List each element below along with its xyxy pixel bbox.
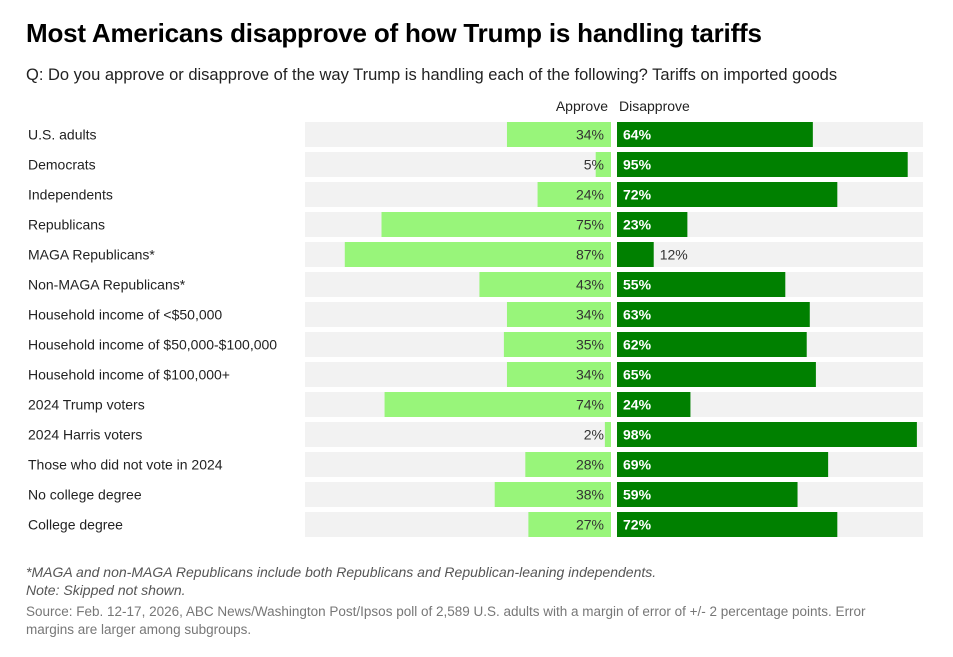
- row-label: Household income of $50,000-$100,000: [28, 337, 277, 353]
- disapprove-bar: [617, 242, 654, 267]
- row-label: MAGA Republicans*: [28, 247, 155, 263]
- disapprove-bar: [617, 152, 908, 177]
- disapprove-value-label: 24%: [623, 397, 652, 413]
- disapprove-bar: [617, 422, 917, 447]
- disapprove-value-label: 63%: [623, 307, 652, 323]
- approve-bar: [503, 332, 611, 357]
- disapprove-value-label: 59%: [623, 487, 652, 503]
- row-label: Independents: [28, 187, 113, 203]
- disapprove-value-label: 98%: [623, 427, 652, 443]
- disapprove-value-label: 69%: [623, 457, 652, 473]
- approve-value-label: 28%: [576, 457, 604, 473]
- approve-value-label: 38%: [576, 487, 604, 503]
- disapprove-bar: [617, 302, 810, 327]
- row-label: Those who did not vote in 2024: [28, 457, 223, 473]
- disapprove-bar: [617, 392, 691, 417]
- approve-value-label: 43%: [576, 277, 604, 293]
- approve-value-label: 34%: [576, 127, 604, 143]
- disapprove-value-label: 23%: [623, 217, 652, 233]
- row-label: Household income of <$50,000: [28, 307, 222, 323]
- disapprove-bar: [617, 212, 688, 237]
- row-label: Non-MAGA Republicans*: [28, 277, 186, 293]
- disapprove-bar: [617, 512, 838, 537]
- approve-value-label: 87%: [576, 247, 604, 263]
- disapprove-bar: [617, 122, 813, 147]
- disapprove-bar: [617, 362, 816, 387]
- approve-bar: [381, 212, 611, 237]
- row-label: Household income of $100,000+: [28, 367, 230, 383]
- approve-bar: [344, 242, 611, 267]
- approve-bar: [537, 182, 611, 207]
- row-label: 2024 Harris voters: [28, 427, 142, 443]
- disapprove-value-label: 55%: [623, 277, 652, 293]
- disapprove-bar: [617, 482, 798, 507]
- approve-bar: [494, 482, 611, 507]
- row-label: 2024 Trump voters: [28, 397, 145, 413]
- approve-bar: [595, 152, 611, 177]
- approve-bar: [479, 272, 611, 297]
- approve-bar: [525, 452, 611, 477]
- approve-track: [305, 152, 611, 177]
- chart-title: Most Americans disapprove of how Trump i…: [26, 18, 762, 48]
- approve-bar: [506, 362, 611, 387]
- approve-bar: [384, 392, 611, 417]
- approve-value-label: 75%: [576, 217, 604, 233]
- approve-track: [305, 422, 611, 447]
- disapprove-bar: [617, 182, 838, 207]
- approve-bar: [604, 422, 611, 447]
- row-label: College degree: [28, 517, 123, 533]
- row-label: Democrats: [28, 157, 96, 173]
- approve-value-label: 34%: [576, 307, 604, 323]
- disapprove-value-label: 95%: [623, 157, 652, 173]
- chart-subtitle: Q: Do you approve or disapprove of the w…: [26, 66, 838, 84]
- approve-value-label: 27%: [576, 517, 604, 533]
- row-label: U.S. adults: [28, 127, 96, 143]
- source-note: Source: Feb. 12-17, 2026, ABC News/Washi…: [26, 604, 866, 637]
- disapprove-track: [617, 242, 923, 267]
- approve-value-label: 24%: [576, 187, 604, 203]
- disapprove-bar: [617, 452, 829, 477]
- disapprove-value-label: 64%: [623, 127, 652, 143]
- row-label: Republicans: [28, 217, 105, 233]
- legend-disapprove: Disapprove: [619, 98, 690, 114]
- disapprove-value-label: 72%: [623, 517, 652, 533]
- disapprove-value-label: 12%: [660, 247, 688, 263]
- approve-value-label: 34%: [576, 367, 604, 383]
- approve-bar: [506, 122, 611, 147]
- footnote-maga: *MAGA and non-MAGA Republicans include b…: [26, 564, 657, 580]
- diverging-bar-chart: U.S. adults 34% 64% Democrats 5% 95% Independe…: [28, 122, 923, 537]
- disapprove-bar: [617, 332, 807, 357]
- legend-approve: Approve: [555, 98, 608, 114]
- row-label: No college degree: [28, 487, 142, 503]
- approve-value-label: 35%: [576, 337, 604, 353]
- approve-bar: [506, 302, 611, 327]
- disapprove-bar: [617, 272, 786, 297]
- disapprove-value-label: 65%: [623, 367, 652, 383]
- approve-bar: [528, 512, 611, 537]
- approve-value-label: 74%: [576, 397, 604, 413]
- disapprove-value-label: 62%: [623, 337, 652, 353]
- footnote-skipped: Note: Skipped not shown.: [26, 582, 186, 598]
- approve-value-label: 2%: [584, 427, 604, 443]
- disapprove-value-label: 72%: [623, 187, 652, 203]
- approve-value-label: 5%: [584, 157, 604, 173]
